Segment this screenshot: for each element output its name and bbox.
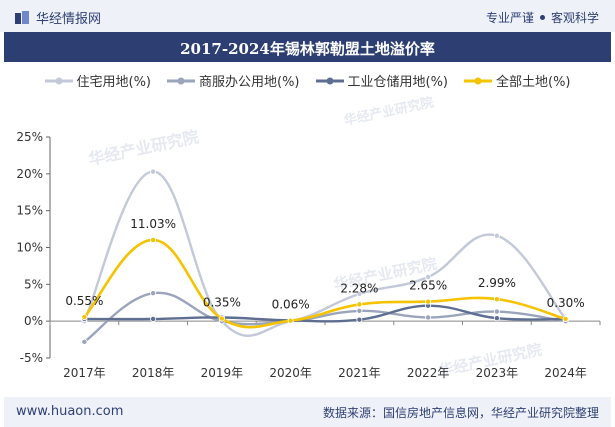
data-label-total: 0.35% [203,296,241,310]
data-point-commercial [150,290,157,297]
y-tick-label: -5% [20,351,43,365]
y-tick-label: 5% [24,277,43,291]
brand-name: 华经情报网 [36,12,102,27]
legend-label-industrial: 工业仓储用地(%) [347,75,449,90]
data-point-total [218,315,225,322]
data-label-total: 11.03% [130,217,176,231]
x-tick-label: 2018年 [132,366,175,380]
legend-swatch-commercial-icon [167,77,195,84]
legend-swatch-residential-icon [44,77,73,84]
data-point-total [562,315,569,322]
legend-swatch-industrial-icon [315,77,344,84]
legend-swatch-total-icon [464,77,492,84]
data-point-commercial [356,307,363,314]
data-point-commercial [425,314,432,321]
data-label-total: 2.65% [409,279,447,293]
x-tick-label: 2024年 [544,366,587,380]
data-label-total: 0.30% [547,296,585,310]
data-point-total [150,236,157,243]
data-point-total [356,301,363,308]
x-tick-label: 2023年 [476,366,519,380]
x-tick-label: 2021年 [338,366,381,380]
watermark-3: 华经产业研究院 [343,94,435,129]
y-tick-label: 25% [16,130,43,144]
data-point-total [81,314,88,321]
tag-professional: 专业严谨 [485,11,534,25]
x-tick-label: 2019年 [201,366,244,380]
brand-logo-icon [15,10,29,24]
series-line-industrial [84,304,566,323]
data-point-industrial [150,315,157,322]
legend: 住宅用地(%) 商服办公用地(%) 工业仓储用地(%) 全部土地(%) [0,71,615,90]
data-label-total: 2.28% [340,281,378,295]
data-source: 数据来源：国信房地产信息网，华经产业研究院整理 [322,406,599,420]
data-point-total [493,296,500,303]
x-tick-label: 2022年 [407,366,450,380]
x-tick-label: 2017年 [63,366,106,380]
site-url[interactable]: www.huaon.com [16,404,124,419]
data-point-total [425,298,432,305]
data-label-total: 0.06% [272,298,310,312]
watermark-0: 华经产业研究院 [87,127,201,169]
brand[interactable]: 华经情报网 [14,8,101,27]
x-tick-label: 2020年 [269,366,312,380]
data-point-commercial [493,308,500,315]
chart-title: 2017-2024年锡林郭勒盟土地溢价率 [180,40,435,58]
data-label-total: 0.55% [65,294,103,308]
data-point-residential [425,273,432,280]
header-bar: 华经情报网 专业严谨 客观科学 [0,0,615,32]
data-point-industrial [356,316,363,323]
data-point-total [287,317,294,324]
tag-objective: 客观科学 [550,11,599,25]
separator-dot-icon [539,15,545,20]
data-point-residential [356,290,363,297]
legend-item-industrial[interactable]: 工业仓储用地(%) [315,71,449,90]
legend-item-residential[interactable]: 住宅用地(%) [44,71,152,90]
tagline: 专业严谨 客观科学 [486,9,599,26]
title-bar: 2017-2024年锡林郭勒盟土地溢价率 [4,32,611,62]
data-point-residential [150,168,157,175]
data-point-commercial [81,338,88,345]
data-point-industrial [493,315,500,322]
y-tick-label: 15% [16,204,43,218]
y-tick-label: 10% [16,241,43,255]
legend-label-total: 全部土地(%) [496,75,571,90]
data-point-residential [493,232,500,239]
y-tick-label: 0% [24,314,43,328]
footer-bar: www.huaon.com 数据来源：国信房地产信息网，华经产业研究院整理 [4,397,611,427]
legend-item-total[interactable]: 全部土地(%) [464,71,571,90]
y-tick-label: 20% [16,167,43,181]
legend-label-commercial: 商服办公用地(%) [199,75,300,90]
data-label-total: 2.99% [478,276,516,290]
legend-label-residential: 住宅用地(%) [76,75,152,90]
legend-item-commercial[interactable]: 商服办公用地(%) [167,71,300,90]
